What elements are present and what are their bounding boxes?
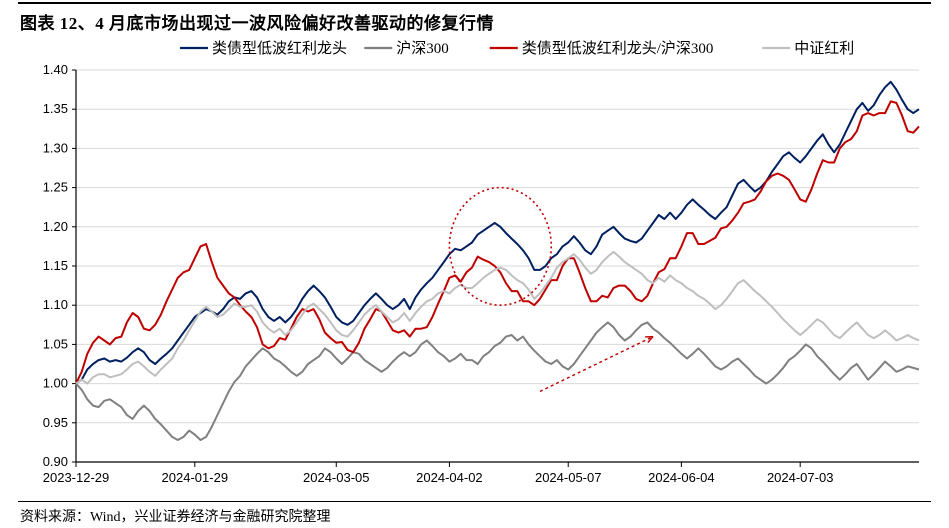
footer-source: 资料来源：Wind，兴业证券经济与金融研究院整理 [18,506,931,526]
svg-text:1.15: 1.15 [43,258,68,273]
svg-text:1.25: 1.25 [43,180,68,195]
legend-label: 中证红利 [794,40,854,57]
footer-rule [18,501,931,502]
svg-text:1.30: 1.30 [43,140,68,155]
title-rule-top [18,2,931,4]
svg-text:2024-01-29: 2024-01-29 [162,470,229,485]
svg-text:1.00: 1.00 [43,376,68,391]
chart-svg: 0.90 0.95 1.00 1.05 1.10 1.15 1.20 1.25 1.30 1.35… [18,34,931,492]
legend-label: 沪深300 [396,40,449,57]
line-chart: 0.90 0.95 1.00 1.05 1.10 1.15 1.20 1.25 1.30 1.35… [18,34,931,492]
svg-text:2024-07-03: 2024-07-03 [767,470,834,485]
svg-text:0.90: 0.90 [43,454,68,469]
svg-text:2024-05-07: 2024-05-07 [535,470,602,485]
footer-block: 资料来源：Wind，兴业证券经济与金融研究院整理 [18,501,931,526]
svg-text:1.35: 1.35 [43,101,68,116]
svg-text:2024-06-04: 2024-06-04 [648,470,715,485]
page: 图表 12、4 月底市场出现过一波风险偏好改善驱动的修复行情 0.900.951… [0,0,949,528]
svg-text:1.10: 1.10 [43,297,68,312]
svg-text:2024-03-05: 2024-03-05 [303,470,370,485]
svg-text:1.05: 1.05 [43,336,68,351]
svg-text:0.95: 0.95 [43,415,68,430]
svg-text:2024-04-02: 2024-04-02 [416,470,483,485]
legend-label: 类债型低波红利龙头/沪深300 [522,40,714,57]
svg-text:1.20: 1.20 [43,219,68,234]
svg-text:1.40: 1.40 [43,62,68,77]
svg-text:2023-12-29: 2023-12-29 [43,470,110,485]
legend-label: 类债型低波红利龙头 [212,40,347,57]
